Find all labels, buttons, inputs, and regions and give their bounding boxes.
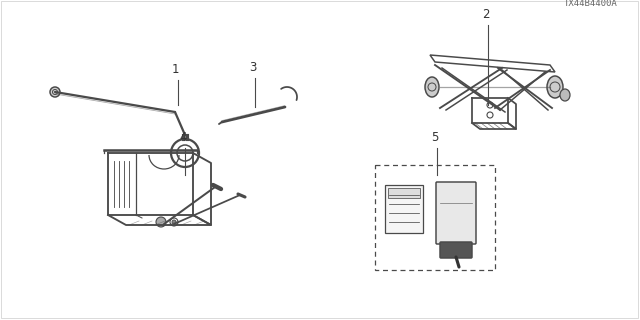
Circle shape: [172, 220, 176, 224]
Text: 1: 1: [172, 63, 179, 76]
Text: 3: 3: [249, 61, 257, 74]
Text: TX44B4400A: TX44B4400A: [564, 0, 618, 8]
Ellipse shape: [560, 89, 570, 101]
FancyBboxPatch shape: [436, 182, 476, 244]
Ellipse shape: [425, 77, 439, 97]
Bar: [375, 165, 495, 270]
Bar: [385, 185, 423, 233]
Text: 2: 2: [482, 8, 490, 21]
Text: 5: 5: [431, 131, 438, 144]
Ellipse shape: [547, 76, 563, 98]
Text: 4: 4: [179, 131, 186, 144]
Circle shape: [50, 87, 60, 97]
Circle shape: [156, 217, 166, 227]
FancyBboxPatch shape: [440, 242, 472, 258]
Bar: [388, 188, 420, 198]
